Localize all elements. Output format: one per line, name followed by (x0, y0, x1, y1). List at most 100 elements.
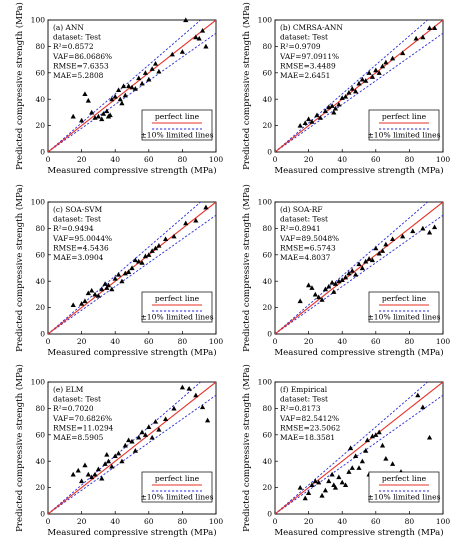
x-tick-label: 80 (178, 517, 188, 526)
data-point (332, 105, 339, 111)
y-tick-label: 60 (35, 68, 45, 77)
x-tick-label: 100 (209, 517, 224, 526)
y-tick-label: 40 (35, 277, 45, 286)
data-point (319, 492, 325, 498)
y-tick-label: 80 (35, 404, 45, 413)
data-point (203, 43, 209, 49)
data-point (179, 384, 185, 390)
legend-perfect-label: perfect line (382, 112, 427, 121)
x-tick-label: 80 (178, 337, 188, 346)
data-point (413, 35, 419, 41)
data-point (432, 25, 438, 30)
data-point (99, 116, 105, 122)
data-point (390, 236, 396, 242)
y-axis-label: Predicted compressive strength (MPa) (241, 184, 252, 352)
data-point (126, 83, 132, 89)
y-tick-label: 20 (262, 121, 272, 130)
data-point (326, 104, 332, 110)
data-point (183, 17, 189, 23)
y-tick-label: 100 (258, 198, 273, 207)
data-point (152, 419, 159, 424)
x-axis-label: Measured compressive strength (MPa) (47, 527, 216, 538)
data-point (146, 252, 152, 257)
y-tick-label: 40 (262, 95, 272, 104)
stat-line: VAF=95.0044% (52, 234, 112, 243)
y-tick-label: 40 (35, 95, 45, 104)
data-point (302, 120, 308, 126)
data-point (410, 228, 416, 234)
data-point (122, 92, 128, 98)
data-point (383, 455, 389, 461)
data-point (109, 286, 115, 292)
data-point (331, 109, 337, 115)
data-point (326, 478, 332, 484)
y-tick-label: 100 (31, 378, 46, 387)
data-point (109, 96, 115, 102)
data-point (169, 51, 175, 57)
data-point (376, 250, 382, 256)
data-point (82, 298, 88, 304)
data-point (196, 35, 202, 41)
data-point (115, 87, 122, 93)
stat-line: R²=0.7020 (53, 404, 94, 413)
data-point (112, 453, 118, 458)
data-point (363, 448, 369, 453)
data-point (186, 386, 192, 391)
data-point (314, 112, 320, 118)
data-point (342, 482, 349, 488)
x-tick-label: 20 (77, 517, 87, 526)
data-point (203, 204, 209, 210)
data-point (75, 467, 81, 473)
x-tick-label: 0 (273, 337, 278, 346)
data-point (297, 298, 303, 304)
data-point (306, 490, 312, 495)
data-point (390, 55, 396, 61)
data-point (199, 27, 206, 33)
data-point (132, 448, 138, 453)
panel-title: (f) Empirical (280, 385, 328, 394)
data-point (400, 50, 406, 56)
data-point (183, 220, 189, 226)
data-point (353, 272, 359, 277)
data-point (379, 248, 386, 253)
data-point (132, 86, 138, 91)
data-point (70, 113, 76, 119)
stat-line: MAE=4.8037 (280, 253, 331, 262)
y-tick-label: 0 (267, 510, 272, 519)
x-tick-label: 40 (110, 155, 120, 164)
data-point (104, 452, 110, 457)
data-point (119, 278, 125, 284)
x-tick-label: 20 (304, 155, 314, 164)
data-point (129, 438, 135, 444)
data-point (336, 474, 342, 480)
legend-perfect-label: perfect line (155, 474, 200, 483)
data-point (306, 116, 312, 122)
upper-limit-line (275, 382, 429, 514)
x-tick-label: 40 (110, 517, 120, 526)
y-axis-label: Predicted compressive strength (MPa) (14, 2, 25, 170)
data-point (339, 95, 345, 100)
upper-limit-line (48, 20, 202, 152)
data-point (70, 471, 76, 477)
data-point (366, 256, 372, 261)
dataset-label: dataset: Test (53, 215, 101, 224)
panel-title: (b) CMRSA-ANN (280, 23, 343, 32)
x-axis-label: Measured compressive strength (MPa) (47, 347, 216, 358)
data-point (420, 404, 426, 410)
data-point (149, 434, 155, 440)
data-point (359, 76, 365, 82)
data-point (107, 112, 113, 118)
data-point (309, 119, 315, 124)
upper-limit-line (48, 382, 202, 514)
legend: perfect line ±10% limited lines (140, 109, 214, 141)
x-tick-label: 20 (77, 337, 87, 346)
y-tick-label: 100 (31, 198, 46, 207)
data-point (349, 465, 355, 470)
x-tick-label: 20 (77, 155, 87, 164)
x-tick-label: 60 (371, 337, 381, 346)
stat-line: RMSE=23.5062 (280, 423, 340, 432)
x-tick-label: 20 (304, 337, 314, 346)
data-point (199, 404, 206, 410)
data-point (149, 248, 155, 253)
x-tick-label: 100 (436, 337, 451, 346)
